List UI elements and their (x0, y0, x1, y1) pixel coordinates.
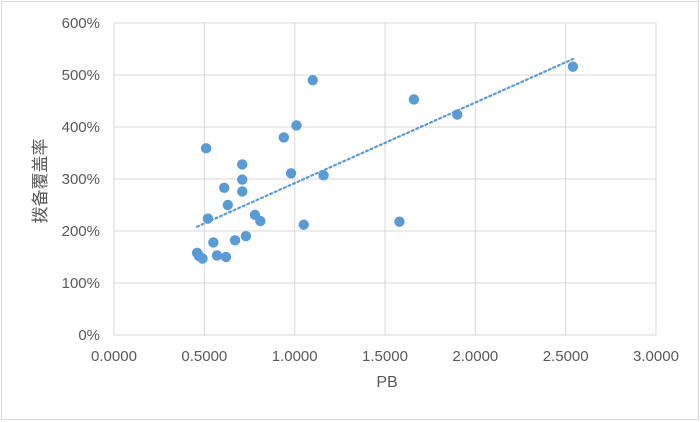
trendline-path (196, 57, 574, 228)
data-point (408, 94, 420, 105)
x-tick-labels: 0.0000 0.5000 1.0000 1.5000 2.0000 2.5000 3.00… (91, 348, 679, 365)
data-point (222, 199, 234, 211)
x-tick-label: 1.5000 (362, 348, 408, 365)
y-tick-label: 400% (62, 119, 100, 136)
y-tick-label: 0% (78, 327, 100, 344)
data-point (452, 109, 463, 120)
x-tick-label: 2.5000 (543, 348, 589, 365)
data-point (567, 61, 579, 72)
data-point (202, 213, 214, 224)
y-tick-labels: 0% 100% 200% 300% 400% 500% 600% (62, 15, 100, 344)
data-point (200, 143, 212, 154)
y-tick-label: 300% (62, 171, 100, 188)
data-point (307, 75, 318, 86)
data-point (220, 251, 232, 263)
data-point (298, 219, 309, 230)
data-point (318, 170, 329, 181)
trendline (196, 57, 574, 228)
y-tick-label: 200% (62, 223, 100, 240)
data-point (211, 250, 223, 261)
data-point (237, 174, 248, 185)
y-tick-label: 600% (62, 15, 100, 32)
y-axis-title: 拨备覆盖率 (31, 139, 51, 224)
gridlines (113, 22, 657, 336)
data-point (229, 235, 241, 246)
x-tick-label: 3.0000 (633, 348, 679, 365)
x-axis-title: PB (376, 374, 397, 391)
y-tick-label: 100% (62, 275, 100, 292)
x-tick-label: 0.0000 (91, 348, 137, 365)
data-point (394, 216, 405, 227)
data-point (255, 215, 266, 227)
x-tick-label: 0.5000 (181, 348, 227, 365)
data-point (208, 237, 219, 248)
x-tick-label: 2.0000 (452, 348, 498, 365)
data-point (240, 231, 252, 242)
x-tick-label: 1.0000 (272, 348, 318, 365)
data-point (237, 186, 248, 197)
y-tick-label: 500% (62, 67, 100, 84)
data-points (191, 61, 579, 264)
data-point (291, 120, 302, 131)
data-point (219, 182, 230, 194)
data-point (197, 253, 208, 264)
data-point (285, 168, 297, 179)
data-point (278, 132, 290, 143)
data-point (237, 159, 248, 170)
